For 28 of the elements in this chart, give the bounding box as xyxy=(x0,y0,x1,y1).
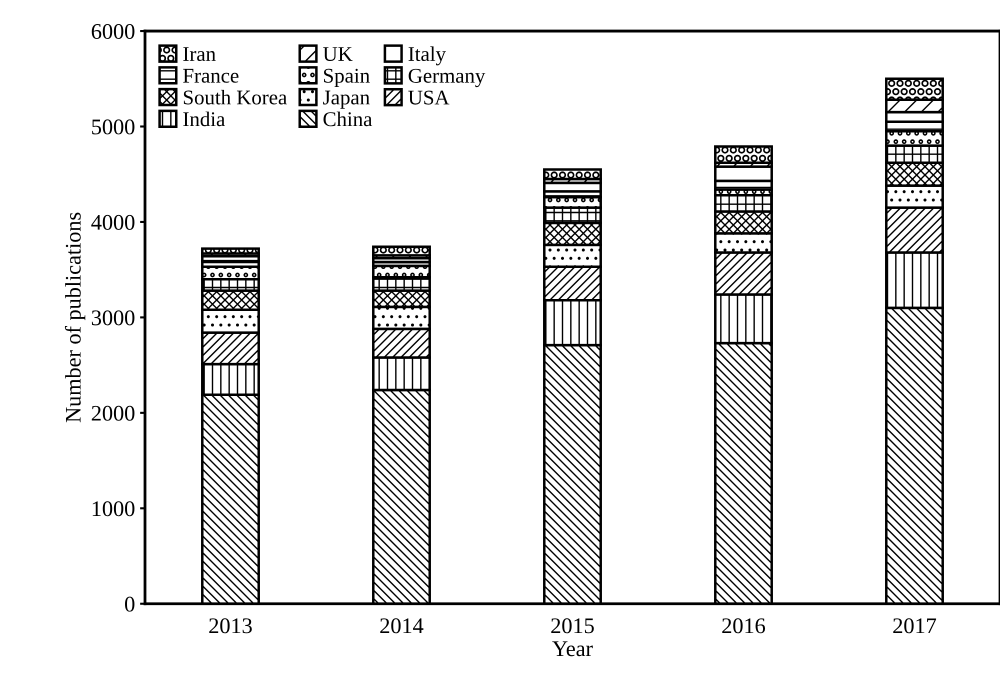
x-tick-label: 2016 xyxy=(722,618,766,634)
x-tick-label: 2015 xyxy=(551,618,594,634)
y-tick-label: 1000 xyxy=(92,501,134,516)
y-tick-label: 6000 xyxy=(92,24,134,39)
bar xyxy=(543,168,602,180)
legend-label: Spain xyxy=(324,68,370,88)
y-axis-title: Number of publications xyxy=(64,212,86,422)
x-tick-label: 2013 xyxy=(209,618,252,634)
legend-label: Iran xyxy=(183,47,216,62)
x-tick-label: 2014 xyxy=(380,618,424,634)
x-tick-label: 2017 xyxy=(893,618,936,634)
y-tick-label: 5000 xyxy=(92,119,134,134)
y-tick-label: 3000 xyxy=(92,310,134,326)
legend-label: China xyxy=(324,112,372,126)
legend-label: UK xyxy=(323,47,353,62)
x-axis-title: Year xyxy=(552,641,593,656)
legend-label: France xyxy=(183,68,238,83)
legend-label: South Korea xyxy=(184,90,287,105)
legend-label: USA xyxy=(408,90,450,105)
legend-label: Japan xyxy=(323,90,370,109)
y-tick-label: 2000 xyxy=(92,406,134,421)
bar xyxy=(372,246,431,257)
bar xyxy=(714,145,773,164)
legend-label: Italy xyxy=(408,46,446,66)
legend-label: India xyxy=(183,112,226,126)
y-tick-label: 4000 xyxy=(91,214,134,230)
y-tick-label: 0 xyxy=(125,596,134,612)
legend-label: Germany xyxy=(408,68,486,88)
